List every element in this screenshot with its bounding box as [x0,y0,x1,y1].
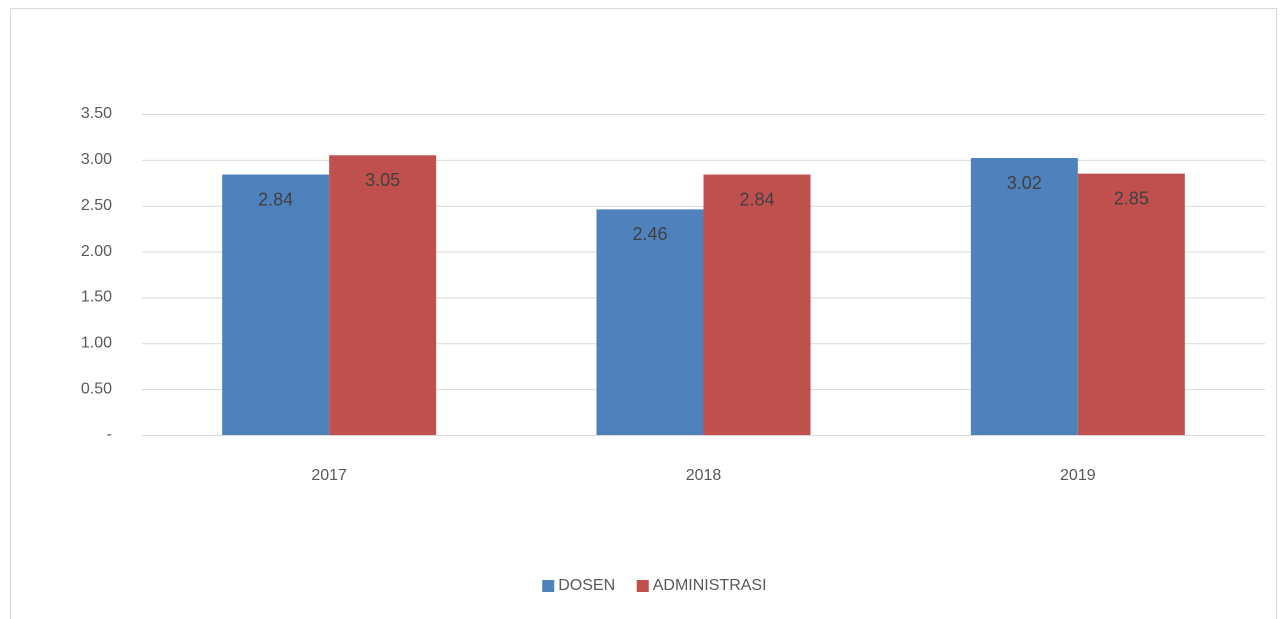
y-tick-label: 2.00 [81,243,112,260]
bar [222,174,330,435]
legend-label: ADMINISTRASI [653,577,767,594]
data-label: 2.85 [1114,188,1149,208]
y-tick-label: 1.50 [81,289,112,306]
y-tick-label: 2.50 [81,197,112,214]
bar [970,158,1078,435]
y-tick-label: 0.50 [81,380,112,397]
data-label: 2.84 [258,189,293,209]
data-label: 2.84 [739,189,774,209]
bar [1077,173,1185,435]
data-label: 3.05 [365,170,400,190]
bar [703,174,811,435]
x-tick-label: 2018 [686,467,722,484]
legend-swatch [542,580,555,592]
bar [329,155,437,435]
y-tick-label: 3.00 [81,151,112,168]
y-tick-label: 3.50 [81,105,112,122]
legend-swatch [636,580,649,592]
y-tick-label: 1.00 [81,335,112,352]
y-tick-label: - [107,426,112,443]
legend-label: DOSEN [558,577,615,594]
x-tick-label: 2017 [311,467,347,484]
data-label: 2.46 [632,224,667,244]
x-tick-label: 2019 [1060,467,1096,484]
data-label: 3.02 [1007,173,1042,193]
bar [596,209,704,435]
